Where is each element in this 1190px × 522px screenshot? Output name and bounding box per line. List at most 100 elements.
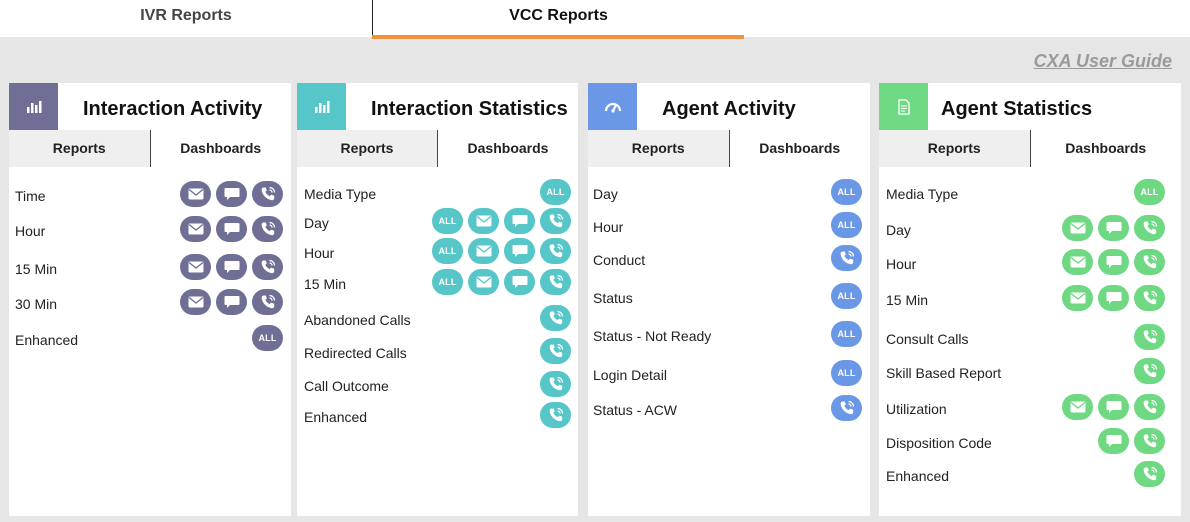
panel-subtabs: Reports Dashboards <box>879 130 1181 167</box>
chat-report-button[interactable] <box>1098 215 1129 241</box>
chat-report-button[interactable] <box>216 216 247 242</box>
report-row-hour: Hour <box>9 216 291 244</box>
report-row-30-min: 30 Min <box>9 289 291 317</box>
tab-dashboards[interactable]: Dashboards <box>438 130 578 167</box>
phone-icon <box>1142 220 1158 236</box>
phone-report-button[interactable] <box>540 305 571 331</box>
phone-icon <box>1142 329 1158 345</box>
phone-report-button[interactable] <box>540 402 571 428</box>
phone-report-button[interactable] <box>1134 428 1165 454</box>
report-label: Consult Calls <box>886 331 969 347</box>
phone-report-button[interactable] <box>252 181 283 207</box>
report-label: Hour <box>593 219 624 235</box>
email-report-button[interactable] <box>1062 285 1093 311</box>
chat-report-button[interactable] <box>1098 285 1129 311</box>
tab-dashboards[interactable]: Dashboards <box>1030 130 1181 167</box>
chat-report-button[interactable] <box>504 269 535 295</box>
email-report-button[interactable] <box>180 216 211 242</box>
chat-report-button[interactable] <box>1098 249 1129 275</box>
report-buttons: ALL <box>831 212 862 238</box>
report-row-enhanced: Enhanced ALL <box>9 325 291 353</box>
email-report-button[interactable] <box>468 269 499 295</box>
all-media-button[interactable]: ALL <box>432 238 463 264</box>
report-row-media-type: Media Type ALL <box>879 179 1181 207</box>
report-row-day: Day ALL <box>588 179 870 207</box>
phone-report-button[interactable] <box>540 208 571 234</box>
tab-vcc-reports[interactable]: VCC Reports <box>372 0 744 37</box>
email-report-button[interactable] <box>180 254 211 280</box>
all-media-button[interactable]: ALL <box>831 321 862 347</box>
phone-report-button[interactable] <box>831 395 862 421</box>
tab-reports[interactable]: Reports <box>879 130 1031 167</box>
phone-icon <box>548 243 564 259</box>
report-label: Conduct <box>593 252 646 268</box>
panel-interaction-activity: Interaction Activity Reports Dashboards Tim… <box>9 83 291 516</box>
phone-report-button[interactable] <box>540 269 571 295</box>
chat-icon <box>224 260 240 274</box>
chat-icon <box>1106 255 1122 269</box>
report-buttons <box>1062 394 1165 420</box>
phone-report-button[interactable] <box>1134 249 1165 275</box>
phone-report-button[interactable] <box>252 216 283 242</box>
report-buttons <box>180 289 283 315</box>
phone-report-button[interactable] <box>831 245 862 271</box>
email-report-button[interactable] <box>1062 215 1093 241</box>
chat-report-button[interactable] <box>216 181 247 207</box>
phone-report-button[interactable] <box>1134 461 1165 487</box>
email-report-button[interactable] <box>1062 394 1093 420</box>
phone-report-button[interactable] <box>252 289 283 315</box>
phone-icon <box>548 407 564 423</box>
all-label: ALL <box>438 277 457 287</box>
tab-reports[interactable]: Reports <box>9 130 151 167</box>
panel-subtabs: Reports Dashboards <box>297 130 578 167</box>
report-row-login-detail: Login Detail ALL <box>588 360 870 388</box>
all-media-button[interactable]: ALL <box>432 269 463 295</box>
all-media-button[interactable]: ALL <box>831 212 862 238</box>
report-buttons <box>831 395 862 421</box>
report-row-status-not-ready: Status - Not Ready ALL <box>588 321 870 349</box>
active-tab-indicator <box>372 35 744 39</box>
chat-icon <box>1106 291 1122 305</box>
chat-report-button[interactable] <box>216 254 247 280</box>
tab-reports[interactable]: Reports <box>588 130 730 167</box>
chat-report-button[interactable] <box>1098 428 1129 454</box>
user-guide-link[interactable]: CXA User Guide <box>1033 51 1172 71</box>
phone-report-button[interactable] <box>1134 358 1165 384</box>
tab-dashboards[interactable]: Dashboards <box>729 130 870 167</box>
phone-report-button[interactable] <box>1134 215 1165 241</box>
phone-report-button[interactable] <box>540 371 571 397</box>
chat-report-button[interactable] <box>1098 394 1129 420</box>
all-media-button[interactable]: ALL <box>831 360 862 386</box>
email-icon <box>1070 401 1086 413</box>
report-label: Login Detail <box>593 367 667 383</box>
email-report-button[interactable] <box>468 208 499 234</box>
tab-dashboards[interactable]: Dashboards <box>150 130 291 167</box>
phone-report-button[interactable] <box>1134 285 1165 311</box>
email-report-button[interactable] <box>180 289 211 315</box>
phone-report-button[interactable] <box>540 238 571 264</box>
all-media-button[interactable]: ALL <box>831 283 862 309</box>
all-media-button[interactable]: ALL <box>432 208 463 234</box>
phone-icon <box>1142 254 1158 270</box>
all-media-button[interactable]: ALL <box>831 179 862 205</box>
bar-chart-icon <box>297 83 346 131</box>
chat-icon <box>512 244 528 258</box>
chat-report-button[interactable] <box>504 208 535 234</box>
phone-report-button[interactable] <box>252 254 283 280</box>
chat-report-button[interactable] <box>504 238 535 264</box>
phone-report-button[interactable] <box>540 338 571 364</box>
phone-report-button[interactable] <box>1134 324 1165 350</box>
all-media-button[interactable]: ALL <box>1134 179 1165 205</box>
email-report-button[interactable] <box>1062 249 1093 275</box>
tab-ivr-reports[interactable]: IVR Reports <box>140 7 232 24</box>
panel-subtabs: Reports Dashboards <box>588 130 870 167</box>
chat-report-button[interactable] <box>216 289 247 315</box>
email-report-button[interactable] <box>468 238 499 264</box>
tab-reports[interactable]: Reports <box>297 130 438 167</box>
all-media-button[interactable]: ALL <box>540 179 571 205</box>
report-label: Enhanced <box>15 332 79 348</box>
all-media-button[interactable]: ALL <box>252 325 283 351</box>
email-report-button[interactable] <box>180 181 211 207</box>
panel-agent-activity: Agent Activity Reports Dashboards Day ALL Hou… <box>588 83 870 516</box>
phone-report-button[interactable] <box>1134 394 1165 420</box>
